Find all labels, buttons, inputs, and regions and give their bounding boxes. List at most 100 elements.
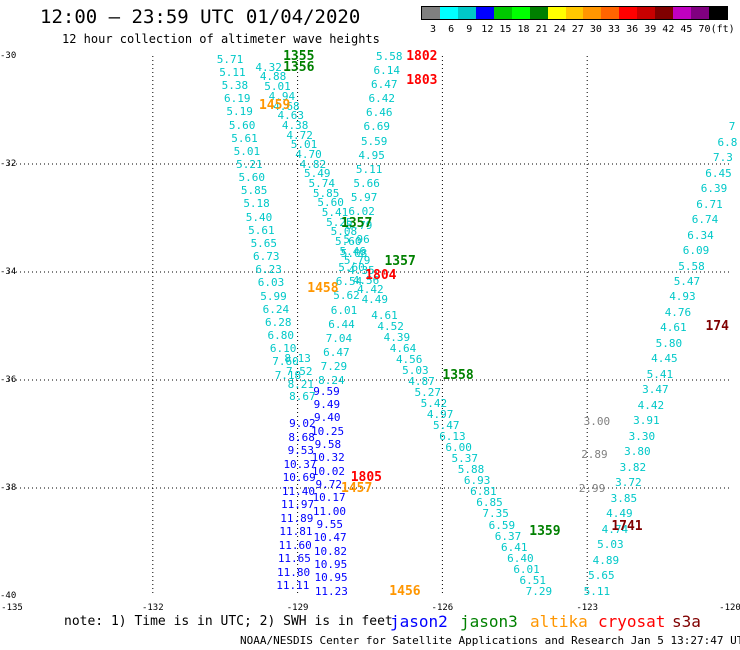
wave-height-value: 11.00 [312,504,347,518]
color-scale-label: 70 [698,24,711,35]
wave-height-value: 5.08 [340,247,368,261]
wave-height-value: 11.40 [281,484,315,498]
wave-height-value: 9.02 [289,417,316,431]
wave-height-value: 5.80 [655,336,683,350]
wave-height-value: 4.95 [358,148,385,162]
pass-time-label: 1802 [406,49,438,64]
wave-height-value: 6.51 [519,573,547,587]
wave-height-value: 7.04 [325,331,353,345]
wave-height-value: 5.61 [248,223,275,237]
wave-height-value: 5.19 [226,105,253,119]
wave-height-value: 6.69 [363,120,390,134]
color-scale-label: 21 [535,24,548,35]
longitude-tick-label: -132 [141,603,164,613]
color-scale-label: 9 [466,24,473,35]
wave-height-value: 5.74 [308,176,335,190]
wave-height-value: 6.24 [262,302,290,316]
wave-height-value: 3.00 [583,414,611,428]
wave-height-value: 10.32 [311,451,345,465]
wave-height-value: 6.81 [470,485,497,499]
wave-height-value: 5.58 [376,50,403,63]
color-scale-bar [421,6,728,20]
pass-time-label: 174 [705,319,729,334]
wave-height-value: 5.27 [414,386,441,400]
wave-height-value: 6.8 [717,135,738,149]
wave-height-value: 6.02 [348,204,375,218]
color-scale-label: 45 [680,24,693,35]
wave-height-value: 6.93 [463,474,491,488]
color-swatch [601,7,620,19]
wave-height-value: 5.42 [420,397,448,411]
wave-height-value: 6.00 [445,441,472,455]
latitude-tick-label: -36 [0,375,17,385]
wave-height-value: 6.85 [476,496,503,510]
map-plot-area [8,56,732,596]
wave-height-value: 11.11 [276,579,310,593]
wave-height-value: 11.23 [314,584,348,598]
wave-height-value: 4.72 [286,128,313,142]
wave-height-value: 11.65 [277,552,311,566]
wave-height-value: 5.08 [330,225,358,239]
wave-height-value: 7.52 [285,365,313,378]
wave-height-value: 5.85 [240,184,268,198]
wave-height-value: 4.88 [259,70,287,84]
satellite-legend-cryosat: cryosat [598,612,666,631]
wave-height-value: 10.02 [311,464,346,478]
wave-height-value: 6.10 [269,342,297,356]
wave-height-value: 5.49 [304,167,331,181]
wave-height-value: 6.54 [335,275,363,289]
wave-height-value: 4.32 [255,60,282,74]
longitude-tick-label: -123 [576,603,599,613]
satellite-legend-altika: altika [530,612,588,631]
footer-credit: NOAA/NESDIS Center for Satellite Applica… [240,634,740,647]
wave-height-value: 5.66 [353,176,380,190]
color-scale-label: 15 [499,24,512,35]
wave-height-value: 6.80 [267,329,294,343]
color-scale-label: 27 [571,24,584,35]
wave-height-value: 4.56 [395,353,423,367]
wave-height-value: 5.41 [646,367,674,381]
wave-height-value: 8.13 [284,352,311,366]
wave-height-value: 5.21 [236,158,263,171]
color-swatch [475,7,494,19]
color-scale-label: 42 [662,24,675,35]
wave-height-value: 5.60 [338,261,365,275]
wave-height-value: 9.58 [314,438,342,452]
wave-height-value: 5.59 [360,134,388,148]
latitude-tick-label: -32 [0,159,17,169]
wave-height-value: 4.97 [426,408,454,422]
wave-height-value: 7.35 [482,507,509,521]
wave-height-value: 5.11 [355,162,383,176]
wave-height-value: 5.37 [451,452,479,466]
wave-height-value: 4.63 [277,109,305,123]
wave-height-value: 6.47 [323,345,350,359]
wave-height-value: 7 [728,120,736,134]
color-swatch [565,7,584,19]
pass-time-label: 1741 [611,518,643,534]
wave-height-value: 5.03 [402,364,429,378]
wave-height-value: 4.82 [299,157,327,171]
wave-height-value: 5.60 [335,234,362,248]
color-scale-label: 39 [644,24,657,35]
wave-height-value: 6.01 [330,303,358,317]
color-scale-label: 24 [553,24,566,35]
wave-height-value: 7.29 [320,359,348,373]
pass-time-label: 1803 [406,73,438,89]
wave-height-value: 3.91 [633,414,660,428]
wave-height-value: 10.95 [314,571,348,585]
wave-height-value: 10.95 [314,557,348,571]
wave-height-value: 6.42 [368,92,396,106]
wave-height-value: 5.62 [333,289,360,303]
wave-height-value: 3.72 [615,476,642,490]
wave-height-value: 8.68 [288,430,315,444]
satellite-legend-jason3: jason3 [460,612,518,631]
wave-height-value: 11.97 [281,498,315,512]
wave-height-value: 10.25 [310,424,345,438]
wave-height-value: 4.61 [371,309,398,323]
wave-height-value: 4.94 [268,89,296,103]
color-swatch [637,7,656,19]
wave-height-value: 8.67 [289,390,316,404]
wave-height-value: 2.99 [578,482,606,495]
wave-height-value: 6.47 [371,78,398,92]
wave-height-value: 5.47 [673,275,701,288]
